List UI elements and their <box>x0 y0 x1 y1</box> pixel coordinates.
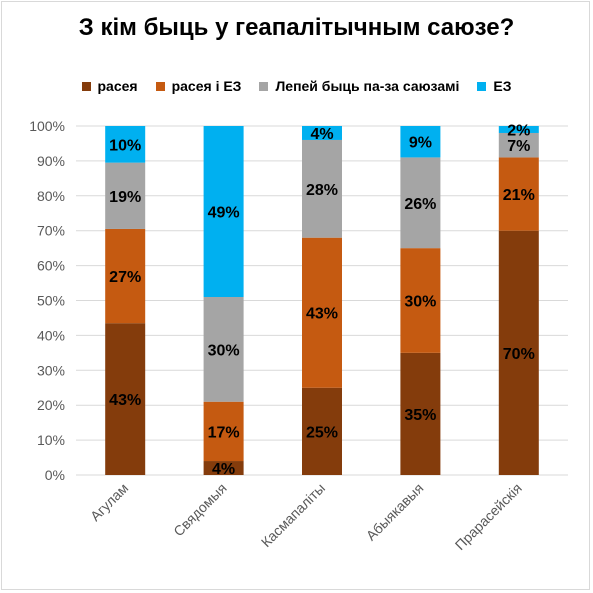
bar-segment <box>498 126 539 133</box>
legend-label-rasieja: расея <box>97 78 138 94</box>
data-label: 30% <box>208 342 240 359</box>
data-label: 17% <box>208 424 240 441</box>
legend-item-neutral: Лепей быць па-за саюзамі <box>259 76 459 96</box>
data-label: 2% <box>507 122 530 139</box>
bar-segment <box>498 230 539 475</box>
data-label: 70% <box>503 346 535 363</box>
bar-segment <box>203 461 244 475</box>
legend-swatch-rasieja-i-ez <box>155 81 165 91</box>
bar-segment <box>105 323 146 475</box>
x-tick-label: Агулам <box>87 480 131 524</box>
bar-segment <box>302 139 342 238</box>
bar-segment <box>203 401 244 462</box>
data-label: 7% <box>507 138 530 155</box>
y-tick-label: 10% <box>37 432 65 448</box>
data-label: 27% <box>109 269 141 286</box>
data-label: 26% <box>404 196 436 213</box>
legend-swatch-neutral <box>259 81 269 91</box>
x-tick-label: Свядомыя <box>170 480 230 540</box>
bar-segment <box>400 157 441 249</box>
bar-segment <box>498 157 539 231</box>
legend-swatch-ez <box>477 81 487 91</box>
y-tick-label: 0% <box>45 467 65 483</box>
y-tick-label: 20% <box>37 397 65 413</box>
data-label: 43% <box>306 306 338 323</box>
data-label: 30% <box>404 294 436 311</box>
bar-segment <box>498 132 539 158</box>
data-label: 10% <box>109 137 141 154</box>
y-tick-label: 40% <box>37 327 65 343</box>
data-label: 4% <box>212 461 235 478</box>
data-label: 9% <box>409 135 432 152</box>
y-tick-label: 60% <box>37 258 65 274</box>
x-tick-label: Касмапаліты <box>258 480 328 550</box>
bar-segment <box>105 162 146 229</box>
bar-segment <box>105 126 146 163</box>
bar-segment <box>105 228 146 324</box>
data-label: 19% <box>109 189 141 206</box>
legend-label-neutral: Лепей быць па-за саюзамі <box>275 78 460 94</box>
bar-segment <box>400 352 441 475</box>
y-tick-label: 80% <box>37 188 65 204</box>
chart-title: З кім быць у геапалітычным саюзе? <box>78 14 515 41</box>
legend-label-ez: ЕЗ <box>493 78 512 94</box>
data-label: 43% <box>109 392 141 409</box>
y-tick-label: 30% <box>37 362 65 378</box>
y-tick-label: 90% <box>37 153 65 169</box>
bar-segment <box>203 297 244 402</box>
data-label: 21% <box>503 187 535 204</box>
data-label: 28% <box>306 182 338 199</box>
bar-segment <box>203 126 244 298</box>
bar-segment <box>400 248 441 353</box>
legend-item-rasieja: расея <box>81 76 138 96</box>
legend-swatch-rasieja <box>81 81 91 91</box>
y-tick-label: 50% <box>37 293 65 309</box>
y-tick-label: 100% <box>29 118 65 134</box>
data-label: 49% <box>208 205 240 222</box>
x-tick-label: Абыякавыя <box>363 480 427 544</box>
data-label: 4% <box>310 126 333 143</box>
bar-segment <box>302 237 342 388</box>
legend-label-rasieja-i-ez: расея і ЕЗ <box>171 78 242 94</box>
x-tick-label: Прарасейскія <box>452 480 525 553</box>
bar-segment <box>302 126 342 140</box>
y-tick-label: 70% <box>37 223 65 239</box>
chart-legend: расея расея і ЕЗ Лепей быць па-за саюзам… <box>0 76 593 96</box>
legend-item-rasieja-i-ez: расея і ЕЗ <box>155 76 242 96</box>
bar-segment <box>302 387 342 475</box>
data-label: 35% <box>404 407 436 424</box>
bar-segment <box>400 126 441 158</box>
data-label: 25% <box>306 424 338 441</box>
legend-item-ez: ЕЗ <box>477 76 511 96</box>
